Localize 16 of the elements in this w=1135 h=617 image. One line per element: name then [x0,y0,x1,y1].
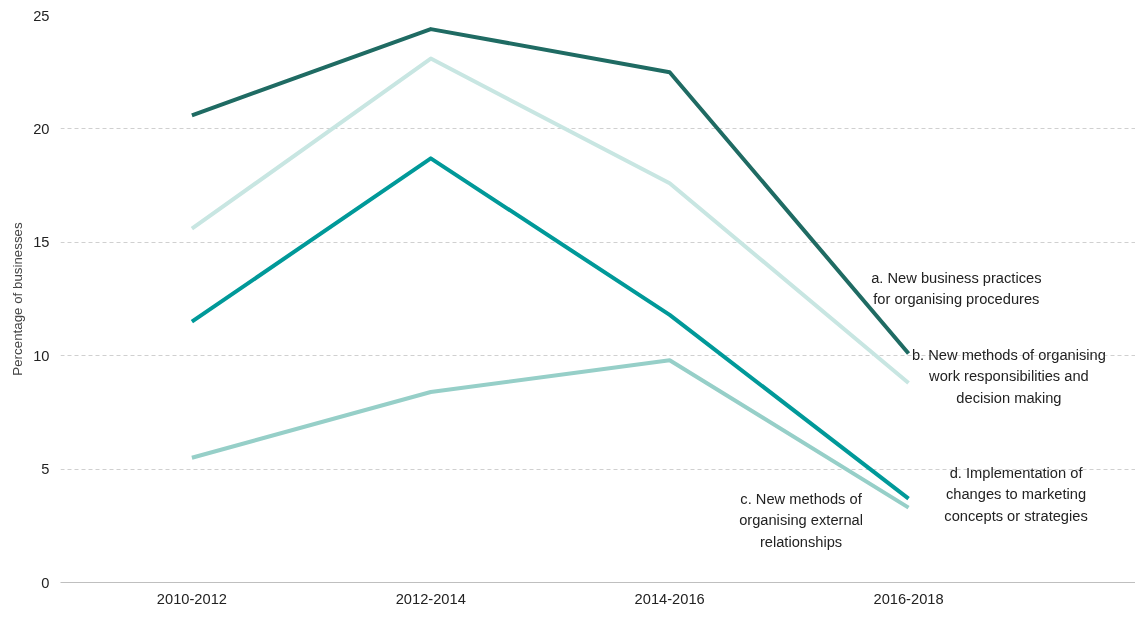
text: d. Implementation of changes to marketing concepts or strategies [944,464,1088,524]
x-tick-label: 2014-2016 [634,590,705,607]
series-label: b. New methods of organising work responsibilities and decision making [911,346,1106,406]
y-tick-label: 10 [33,347,50,364]
line-series [189,358,911,510]
y-tick-label: 5 [41,461,50,478]
y-tick-label: 20 [33,120,50,137]
y-axis-title: Percentage of businesses [10,221,26,376]
y-tick-label: 25 [33,7,50,24]
x-tick-label: 2016-2018 [873,590,944,607]
y-tick-label: 15 [33,234,50,251]
series-label: a. New business practices for organising procedures [871,269,1042,308]
y-tick-label: 0 [41,574,50,591]
x-tick-label: 2010-2012 [156,590,227,607]
series-label: c. New methods of organising external relationships [739,490,863,550]
x-tick-label: 2012-2014 [395,590,466,607]
